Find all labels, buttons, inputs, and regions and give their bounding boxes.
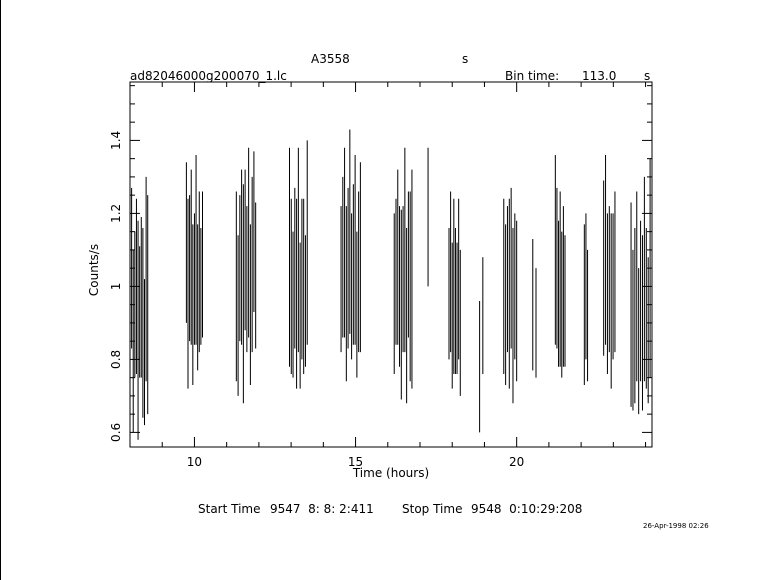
tick-labels: 10 15 20 0.6 0.8 1 1.2 1.4 <box>109 131 524 469</box>
y-tick-label: 1.2 <box>109 204 123 223</box>
x-tick-label: 15 <box>348 455 363 469</box>
y-tick-label: 0.6 <box>109 423 123 442</box>
start-time-value: 9547 8: 8: 2:411 <box>270 502 374 516</box>
object-unit: s <box>462 52 469 66</box>
plot-frame <box>129 81 653 448</box>
bin-time-unit: s <box>644 69 651 83</box>
bin-time-label: Bin time: <box>505 69 560 83</box>
filename-label: ad82046000g200070_1.lc <box>130 69 287 83</box>
y-tick-label: 0.8 <box>109 350 123 369</box>
object-name: A3558 <box>311 52 350 66</box>
error-bars <box>129 129 653 440</box>
stop-time-value: 9548 0:10:29:208 <box>471 502 583 516</box>
y-tick-label: 1 <box>109 283 123 291</box>
x-tick-label: 20 <box>509 455 524 469</box>
bin-time-value: 113.0 <box>582 69 617 83</box>
axis-ticks <box>129 82 652 447</box>
date-stamp: 26-Apr-1998 02:26 <box>643 522 709 530</box>
y-tick-label: 1.4 <box>109 131 123 150</box>
start-time-label: Start Time <box>198 502 261 516</box>
left-border <box>0 0 1 580</box>
stop-time-label: Stop Time <box>402 502 463 516</box>
x-axis-label: Time (hours) <box>352 466 429 480</box>
y-axis-label: Counts/s <box>87 244 101 296</box>
x-tick-label: 10 <box>187 455 202 469</box>
